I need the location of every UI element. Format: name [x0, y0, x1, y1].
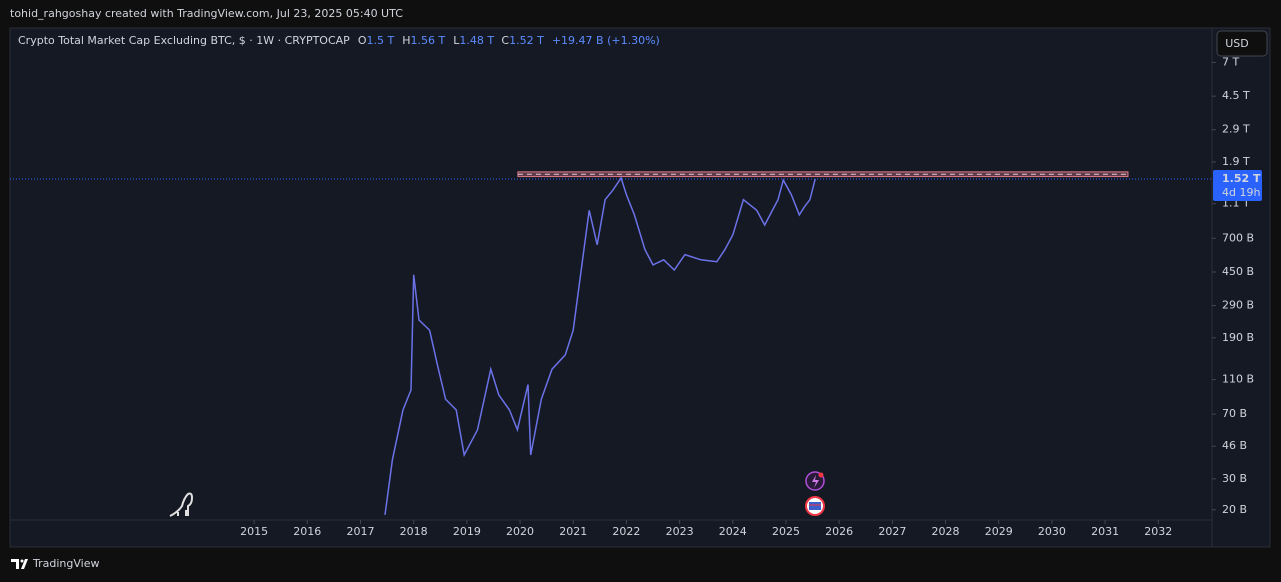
x-tick-label: 2020	[506, 525, 534, 538]
y-tick-label: 1.9 T	[1222, 155, 1250, 168]
x-tick-label: 2028	[932, 525, 960, 538]
x-tick-label: 2016	[293, 525, 321, 538]
legend-text: C	[501, 34, 509, 47]
dino-icon	[169, 492, 194, 517]
y-tick-label: 290 B	[1222, 299, 1254, 312]
y-tick-label: 700 B	[1222, 231, 1254, 244]
x-tick-label: 2029	[985, 525, 1013, 538]
legend-text: L	[453, 34, 460, 47]
x-tick-label: 2026	[825, 525, 853, 538]
y-tick-label: 4.5 T	[1222, 89, 1250, 102]
y-tick-label: 70 B	[1222, 407, 1247, 420]
legend-text: H	[402, 34, 410, 47]
x-tick-label: 2018	[400, 525, 428, 538]
legend-text: +19.47 B (+1.30%)	[552, 34, 660, 47]
brand: TradingView	[32, 557, 99, 570]
event-icons	[805, 471, 825, 516]
legend-text: O	[358, 34, 367, 47]
y-tick-label: 190 B	[1222, 331, 1254, 344]
x-tick-label: 2032	[1144, 525, 1172, 538]
price-line	[384, 176, 816, 515]
x-tick-label: 2015	[240, 525, 268, 538]
y-tick-label: 30 B	[1222, 472, 1247, 485]
tradingview-logo	[11, 559, 28, 569]
last-price-label: 1.52 T	[1222, 172, 1261, 185]
legend-text: 1.48 T	[459, 34, 494, 47]
x-tick-label: 2019	[453, 525, 481, 538]
y-tick-label: 2.9 T	[1222, 123, 1250, 136]
legend-text: Crypto Total Market Cap Excluding BTC, $…	[18, 34, 350, 47]
y-tick-label: 46 B	[1222, 439, 1247, 452]
legend: Crypto Total Market Cap Excluding BTC, $…	[18, 34, 660, 47]
x-tick-label: 2031	[1091, 525, 1119, 538]
last-price-box	[1213, 170, 1262, 202]
x-tick-label: 2023	[666, 525, 694, 538]
x-tick-label: 2017	[346, 525, 374, 538]
x-tick-label: 2021	[559, 525, 587, 538]
credit: tohid_rahgoshay created with TradingView…	[10, 7, 403, 20]
y-tick-label: 7 T	[1222, 55, 1239, 68]
x-tick-label: 2024	[719, 525, 747, 538]
y-tick-label: 110 B	[1222, 373, 1254, 386]
x-tick-label: 2025	[772, 525, 800, 538]
usd-label: USD	[1225, 37, 1249, 50]
y-tick-label: 20 B	[1222, 503, 1247, 516]
x-tick-label: 2022	[612, 525, 640, 538]
legend-text: 1.56 T	[410, 34, 445, 47]
countdown-label: 4d 19h	[1222, 186, 1260, 199]
x-tick-label: 2027	[878, 525, 906, 538]
y-tick-label: 450 B	[1222, 265, 1254, 278]
legend-text: 1.52 T	[509, 34, 544, 47]
chart-panel	[9, 27, 1271, 548]
legend-text: 1.5 T	[366, 34, 394, 47]
x-tick-label: 2030	[1038, 525, 1066, 538]
usd-button[interactable]	[1216, 30, 1268, 57]
